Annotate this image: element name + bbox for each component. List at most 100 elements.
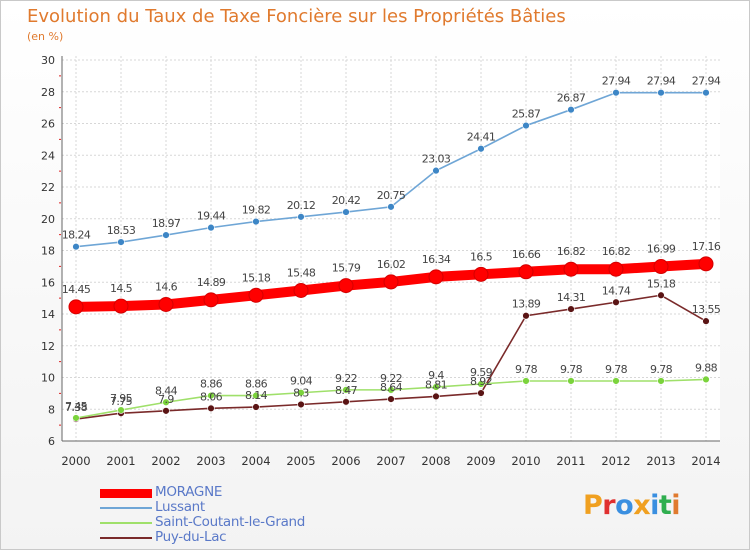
y-tick-label: 30 [41, 54, 55, 67]
data-label: 9.78 [560, 363, 583, 376]
data-label: 26.87 [557, 92, 586, 105]
x-tick-label: 2008 [421, 454, 450, 468]
logo-letter: i [671, 490, 681, 521]
data-label: 7.75 [110, 395, 133, 408]
legend-label: Lussant [155, 499, 205, 515]
data-point [612, 377, 620, 385]
data-point [567, 105, 575, 114]
y-tick-label: 20 [41, 213, 55, 226]
data-label: 14.89 [197, 276, 226, 289]
data-point [297, 400, 305, 409]
legend-swatch [100, 522, 152, 524]
data-point [207, 223, 215, 232]
data-point [477, 145, 485, 153]
data-label: 18.53 [107, 224, 136, 237]
x-tick-label: 2006 [331, 454, 360, 468]
y-tick-label: 22 [41, 181, 55, 194]
data-label: 8.14 [245, 389, 268, 402]
data-label: 14.74 [602, 284, 631, 297]
logo-letter: t [658, 490, 672, 521]
x-tick-label: 2011 [556, 454, 585, 468]
data-label: 15.48 [287, 267, 316, 280]
data-label: 8.86 [245, 378, 268, 391]
data-label: 8.47 [335, 384, 358, 397]
data-label: 25.87 [512, 108, 541, 121]
data-point [117, 238, 125, 246]
data-point [113, 298, 129, 314]
data-label: 18.24 [62, 229, 91, 242]
data-label: 18.97 [152, 217, 181, 230]
data-point [653, 259, 669, 275]
data-label: 7.9 [158, 393, 174, 406]
legend-swatch [100, 488, 152, 498]
data-label: 7.38 [65, 401, 88, 414]
logo-letter: P [583, 490, 603, 521]
logo-letter: o [615, 490, 634, 521]
data-label: 16.82 [602, 245, 631, 258]
data-label: 8.81 [425, 378, 447, 391]
data-point [702, 89, 710, 97]
legend-swatch [100, 537, 152, 539]
data-label: 16.99 [647, 243, 676, 256]
data-label: 16.82 [557, 245, 586, 258]
data-point [68, 299, 84, 315]
data-point [72, 242, 80, 251]
data-label: 9.78 [650, 363, 673, 376]
x-tick-label: 2001 [106, 454, 135, 468]
data-label: 8.92 [470, 375, 492, 388]
data-point [567, 305, 575, 313]
data-label: 16.02 [377, 258, 406, 271]
data-label: 19.82 [242, 204, 271, 217]
data-label: 16.5 [470, 250, 493, 263]
data-label: 17.16 [692, 240, 721, 253]
data-point [248, 287, 264, 303]
data-point [432, 166, 440, 175]
data-point [657, 291, 665, 299]
y-tick-label: 6 [48, 435, 55, 448]
data-label: 24.41 [467, 131, 496, 144]
data-point [342, 386, 350, 394]
y-tick-label: 16 [41, 276, 55, 289]
data-label: 9.4 [428, 369, 444, 382]
data-label: 14.6 [155, 280, 178, 293]
data-label: 7.45 [65, 400, 88, 413]
data-point [158, 296, 174, 312]
y-tick-label: 8 [48, 403, 55, 416]
logo-letter: i [650, 490, 659, 521]
data-label: 8.3 [293, 386, 309, 399]
data-label: 15.18 [647, 277, 676, 290]
data-point [522, 377, 530, 385]
data-label: 14.5 [110, 282, 133, 295]
data-point [297, 389, 305, 397]
data-label: 15.79 [332, 262, 361, 275]
data-label: 20.42 [332, 194, 361, 207]
data-label: 7.95 [110, 392, 133, 405]
data-point [342, 398, 350, 406]
y-tick-label: 14 [41, 308, 55, 321]
x-tick-label: 2009 [466, 454, 495, 468]
data-point [428, 269, 444, 285]
data-label: 8.86 [200, 378, 223, 391]
data-label: 9.04 [290, 375, 313, 388]
data-label: 27.94 [692, 75, 721, 88]
data-point [522, 312, 530, 320]
data-point [702, 375, 710, 384]
data-point [522, 121, 530, 130]
data-point [207, 391, 215, 400]
data-label: 14.45 [62, 283, 91, 296]
data-point [383, 274, 399, 290]
data-label: 9.22 [335, 372, 357, 385]
data-point [162, 398, 170, 406]
data-point [252, 391, 260, 400]
data-point [563, 261, 579, 277]
data-point [203, 292, 219, 308]
x-tick-label: 2003 [196, 454, 225, 468]
logo-letter: r [602, 490, 616, 521]
y-tick-label: 26 [41, 118, 55, 131]
data-label: 20.12 [287, 199, 316, 212]
data-point [162, 231, 170, 239]
logo-letter: x [633, 490, 651, 521]
legend-label: MORAGNE [155, 484, 223, 500]
chart-title: Evolution du Taux de Taxe Foncière sur l… [27, 6, 566, 27]
